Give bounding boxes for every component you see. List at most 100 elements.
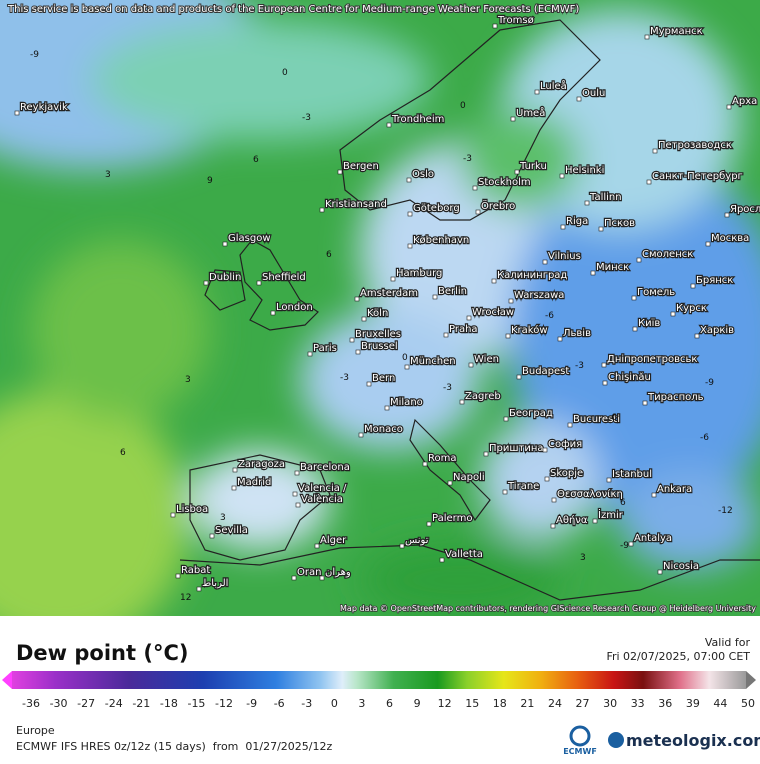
city-label: Glasgow [228, 233, 271, 244]
city-marker [492, 23, 498, 29]
attribution: Map data © OpenStreetMap contributors, r… [340, 604, 756, 613]
city-marker [724, 212, 730, 218]
contour-label: -3 [340, 373, 349, 383]
city-label: Петрозаводск [658, 140, 732, 151]
city-marker [592, 518, 598, 524]
city-marker [590, 270, 596, 276]
region: Europe [16, 724, 55, 737]
city-label: Rabat [181, 565, 210, 576]
contour-label: -12 [718, 506, 733, 516]
city-marker [584, 200, 590, 206]
colorbar-tick-label: 12 [438, 697, 452, 710]
city-label: Budapest [522, 366, 569, 377]
city-marker [231, 485, 237, 491]
colorbar-tick-label: 9 [414, 697, 421, 710]
city-label: Chişinău [608, 372, 651, 383]
colorbar-tick-label: 18 [493, 697, 507, 710]
colorbar-tick-label: 6 [386, 697, 393, 710]
city-label: Luleå [540, 79, 567, 92]
city-label: Tromsø [497, 15, 534, 26]
city-marker [468, 362, 474, 368]
colorbar-tick-label: -24 [105, 697, 123, 710]
city-label: Oulu [582, 88, 605, 99]
city-label: Санкт-Петербург [652, 171, 743, 182]
city-marker [510, 116, 516, 122]
city-label: Palermo [432, 513, 472, 524]
city-label: Brussel [361, 341, 398, 352]
city-label: València [301, 493, 343, 505]
colorbar-tick-label: 24 [548, 697, 562, 710]
city-marker [386, 122, 392, 128]
city-label: Kraków [511, 324, 548, 336]
city-marker [349, 337, 355, 343]
contour-label: -6 [545, 311, 554, 321]
colorbar-tick-label: 39 [686, 697, 700, 710]
city-marker [222, 241, 228, 247]
colorbar-tick-label: 3 [358, 697, 365, 710]
city-label: Bergen [343, 161, 379, 172]
model-info: ECMWF IFS HRES 0z/12z (15 days) from 01/… [16, 740, 332, 753]
city-label: Zaragoza [238, 459, 285, 470]
city-label: Amsterdam [360, 288, 418, 299]
city-label: Львів [563, 327, 591, 339]
city-marker [602, 380, 608, 386]
city-marker [516, 374, 522, 380]
brand: meteologix.com [626, 731, 760, 750]
colorbar-tick-label: -18 [160, 697, 178, 710]
city-label: Wrocław [472, 307, 514, 318]
colorbar-tick-label: 36 [658, 697, 672, 710]
colorbar-tick-label: -9 [246, 697, 257, 710]
city-marker [384, 405, 390, 411]
city-marker [439, 557, 445, 563]
contour-label: 0 [460, 101, 466, 111]
city-label: Skopje [550, 468, 583, 479]
city-label: Alger [320, 535, 347, 546]
city-label: Vilnius [548, 251, 581, 262]
city-label: София [548, 439, 582, 450]
colorbar-tick-label: -30 [50, 697, 68, 710]
contour-label: 6 [326, 250, 332, 260]
city-label: Hamburg [396, 268, 442, 279]
city-marker [631, 295, 637, 301]
colorbar-tick-label: 30 [603, 697, 617, 710]
city-marker [203, 280, 209, 286]
city-marker [567, 422, 573, 428]
city-label: Калининград [497, 270, 567, 281]
city-label: Umeå [516, 106, 545, 119]
city-label: Lisboa [176, 504, 208, 515]
colorbar-tick-label: -27 [77, 697, 95, 710]
city-marker [632, 326, 638, 332]
colorbar-tick-label: 50 [741, 697, 755, 710]
city-marker [319, 207, 325, 213]
city-marker [232, 467, 238, 473]
city-label: Мурманск [650, 26, 703, 37]
city-marker [606, 477, 612, 483]
city-marker [559, 173, 565, 179]
contour-label: -6 [700, 433, 709, 443]
colorbar [12, 671, 746, 689]
city-label: Berlin [438, 286, 467, 297]
city-label: Warszawa [514, 290, 564, 301]
city-label: Milano [390, 397, 423, 408]
city-marker [550, 523, 556, 529]
city-marker [576, 96, 582, 102]
city-marker [694, 333, 700, 339]
city-marker [175, 573, 181, 579]
city-marker [551, 497, 557, 503]
city-label: Reykjavik [20, 102, 68, 113]
city-label: Barcelona [300, 462, 350, 473]
city-label: Kristiansand [325, 199, 387, 210]
city-label: Nicosia [663, 561, 699, 572]
city-marker [366, 381, 372, 387]
brand-icon [608, 732, 624, 748]
city-label: Istanbul [612, 469, 652, 480]
city-label: Zagreb [465, 391, 501, 402]
contour-label: 0 [282, 68, 288, 78]
contour-label: -9 [30, 50, 39, 60]
contour-label: 3 [580, 553, 586, 563]
city-marker [636, 257, 642, 263]
contour-label: 0 [402, 353, 408, 363]
city-marker [170, 512, 176, 518]
colorbar-tick-label: 21 [520, 697, 534, 710]
